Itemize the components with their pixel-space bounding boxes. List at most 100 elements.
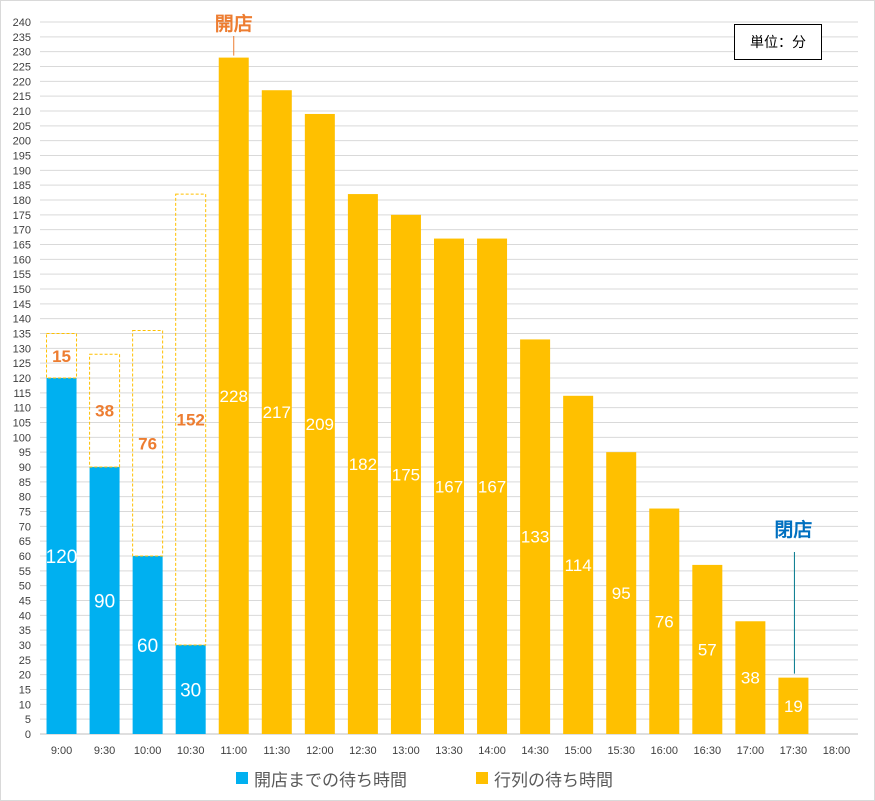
annotation-close: 閉店 xyxy=(774,518,812,541)
bar-pre-open xyxy=(46,378,77,734)
y-tick-label: 125 xyxy=(13,358,31,370)
x-tick-label: 15:00 xyxy=(564,745,592,757)
x-tick-label: 15:30 xyxy=(607,745,635,757)
bar-queue-outline xyxy=(46,333,78,379)
y-tick-label: 230 xyxy=(13,47,31,59)
y-tick-label: 200 xyxy=(13,136,31,148)
data-label-pre-open: 120 xyxy=(46,547,78,568)
y-tick-label: 235 xyxy=(13,32,31,44)
data-label-queue: 19 xyxy=(784,697,803,716)
y-tick-label: 185 xyxy=(13,180,31,192)
y-tick-label: 60 xyxy=(19,551,31,563)
bar-pre-open xyxy=(132,556,163,734)
x-tick-label: 17:00 xyxy=(737,745,765,757)
x-tick-label: 11:30 xyxy=(263,745,290,757)
data-label-pre-open: 60 xyxy=(137,636,158,657)
legend-item-pre-open: 開店までの待ち時間 xyxy=(236,767,407,790)
y-tick-label: 85 xyxy=(19,477,31,489)
y-tick-label: 130 xyxy=(13,343,31,355)
y-tick-label: 50 xyxy=(19,581,31,593)
y-tick-label: 10 xyxy=(19,699,31,711)
annotation-open: 開店 xyxy=(215,12,253,35)
legend-label-pre-open: 開店までの待ち時間 xyxy=(254,770,407,790)
bar-queue xyxy=(261,90,292,734)
y-tick-label: 175 xyxy=(13,210,31,222)
data-label-queue: 15 xyxy=(52,347,71,366)
data-label-queue: 228 xyxy=(220,387,248,406)
y-tick-label: 170 xyxy=(13,225,31,237)
x-tick-label: 13:30 xyxy=(435,745,463,757)
bar-queue xyxy=(390,214,421,735)
y-tick-label: 240 xyxy=(13,17,31,29)
y-tick-label: 35 xyxy=(19,625,31,637)
data-label-queue: 114 xyxy=(565,556,592,575)
y-tick-label: 145 xyxy=(13,299,31,311)
data-label-queue: 175 xyxy=(392,465,420,484)
bar-queue xyxy=(606,452,637,734)
y-tick-label: 100 xyxy=(13,432,31,444)
legend-item-queue: 行列の待ち時間 xyxy=(476,767,613,790)
x-tick-label: 11:00 xyxy=(220,745,247,757)
y-tick-label: 90 xyxy=(19,462,31,474)
y-tick-label: 150 xyxy=(13,284,31,296)
legend-label-queue: 行列の待ち時間 xyxy=(494,770,613,790)
bar-queue xyxy=(692,564,723,734)
y-tick-label: 80 xyxy=(19,492,31,504)
y-tick-label: 205 xyxy=(13,121,31,133)
bar-queue-outline xyxy=(175,193,207,646)
bar-queue xyxy=(778,677,809,734)
y-tick-label: 140 xyxy=(13,314,31,326)
y-tick-label: 120 xyxy=(13,373,31,385)
x-tick-label: 14:30 xyxy=(521,745,549,757)
y-tick-label: 105 xyxy=(13,418,31,430)
data-label-queue: 167 xyxy=(478,477,506,496)
x-tick-label: 10:00 xyxy=(134,745,162,757)
data-label-queue: 133 xyxy=(521,528,549,547)
y-tick-label: 110 xyxy=(13,403,31,415)
y-tick-label: 215 xyxy=(13,91,31,103)
y-tick-label: 65 xyxy=(19,536,31,548)
bar-queue xyxy=(649,508,680,734)
y-tick-label: 45 xyxy=(19,596,31,608)
bar-queue xyxy=(477,238,508,735)
data-label-queue: 95 xyxy=(612,584,631,603)
data-label-pre-open: 30 xyxy=(180,681,201,702)
data-label-pre-open: 90 xyxy=(94,592,115,613)
y-tick-label: 220 xyxy=(13,76,31,88)
data-label-queue: 76 xyxy=(138,434,157,453)
y-tick-label: 190 xyxy=(13,165,31,177)
data-label-queue: 57 xyxy=(698,640,717,659)
x-tick-label: 17:30 xyxy=(780,745,808,757)
y-tick-label: 5 xyxy=(25,714,31,726)
y-tick-label: 75 xyxy=(19,507,31,519)
data-label-queue: 167 xyxy=(435,477,463,496)
bar-queue xyxy=(520,339,551,734)
y-tick-label: 225 xyxy=(13,62,31,74)
y-tick-label: 155 xyxy=(13,269,31,281)
y-tick-label: 40 xyxy=(19,610,31,622)
x-tick-label: 16:30 xyxy=(694,745,722,757)
y-tick-label: 95 xyxy=(19,447,31,459)
data-label-queue: 38 xyxy=(741,669,760,688)
y-tick-label: 30 xyxy=(19,640,31,652)
bar-queue xyxy=(735,621,766,734)
y-tick-label: 115 xyxy=(13,388,31,400)
x-tick-label: 9:30 xyxy=(94,745,115,757)
bar-queue-outline xyxy=(89,353,121,468)
bar-pre-open xyxy=(175,645,206,734)
bar-queue xyxy=(347,194,378,735)
data-label-queue: 209 xyxy=(306,415,334,434)
unit-label: 単位：分 xyxy=(734,24,822,60)
y-tick-label: 20 xyxy=(19,670,31,682)
data-label-queue: 217 xyxy=(263,403,291,422)
bar-queue xyxy=(563,395,594,734)
bar-queue-outline xyxy=(132,330,164,557)
y-tick-label: 70 xyxy=(19,521,31,533)
data-label-queue: 152 xyxy=(176,411,204,430)
bar-queue xyxy=(304,113,335,734)
x-tick-label: 12:30 xyxy=(349,745,377,757)
data-label-queue: 38 xyxy=(95,402,114,421)
y-tick-label: 210 xyxy=(13,106,31,118)
bar-queue xyxy=(218,57,249,735)
